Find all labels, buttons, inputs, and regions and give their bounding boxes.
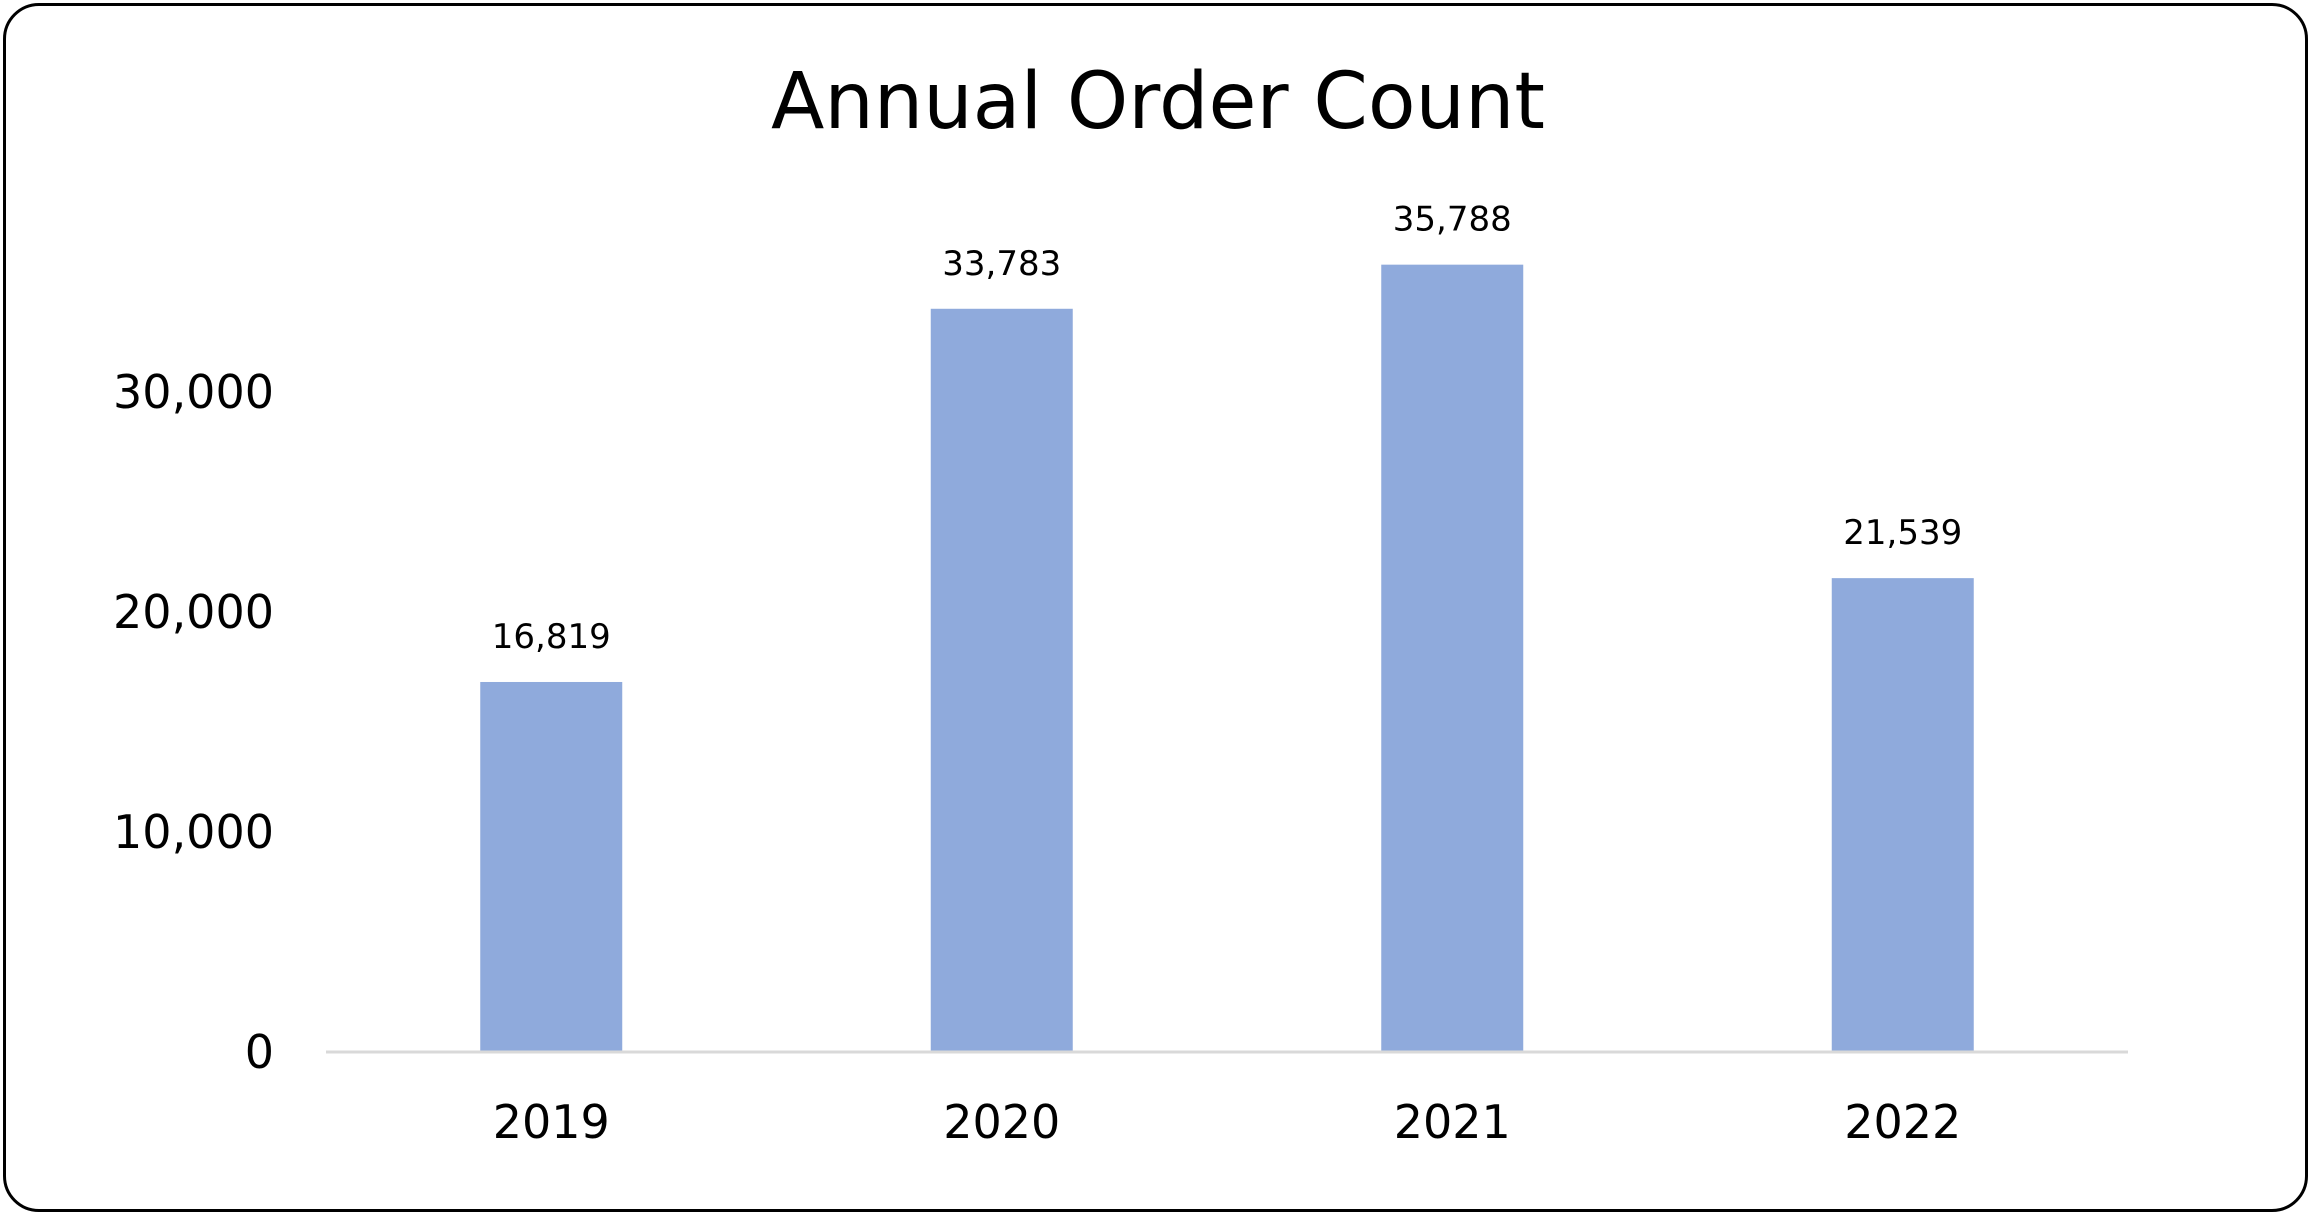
data-labels: 16,819 33,783 35,788 21,539: [492, 200, 1962, 657]
bar-2019: [480, 681, 623, 1052]
bar-2022: [1831, 578, 1974, 1052]
bars: [480, 264, 1974, 1052]
data-label-2021: 35,788: [1393, 200, 1512, 240]
x-tick-label: 2021: [1394, 1095, 1511, 1149]
x-tick-label: 2022: [1844, 1095, 1961, 1149]
x-tick-label: 2019: [493, 1095, 610, 1149]
y-axis-labels: 0 10,000 20,000 30,000: [113, 365, 274, 1079]
data-label-2020: 33,783: [942, 244, 1061, 284]
chart-title: Annual Order Count: [771, 57, 1545, 147]
x-tick-label: 2020: [943, 1095, 1060, 1149]
y-tick-label: 10,000: [113, 805, 274, 859]
x-axis-labels: 2019 2020 2021 2022: [493, 1095, 1962, 1149]
data-label-2019: 16,819: [492, 617, 611, 657]
bar-2020: [930, 308, 1073, 1052]
y-tick-label: 20,000: [113, 585, 274, 639]
data-label-2022: 21,539: [1843, 513, 1962, 553]
y-tick-label: 0: [245, 1025, 274, 1079]
bar-2021: [1381, 264, 1524, 1052]
y-tick-label: 30,000: [113, 365, 274, 419]
